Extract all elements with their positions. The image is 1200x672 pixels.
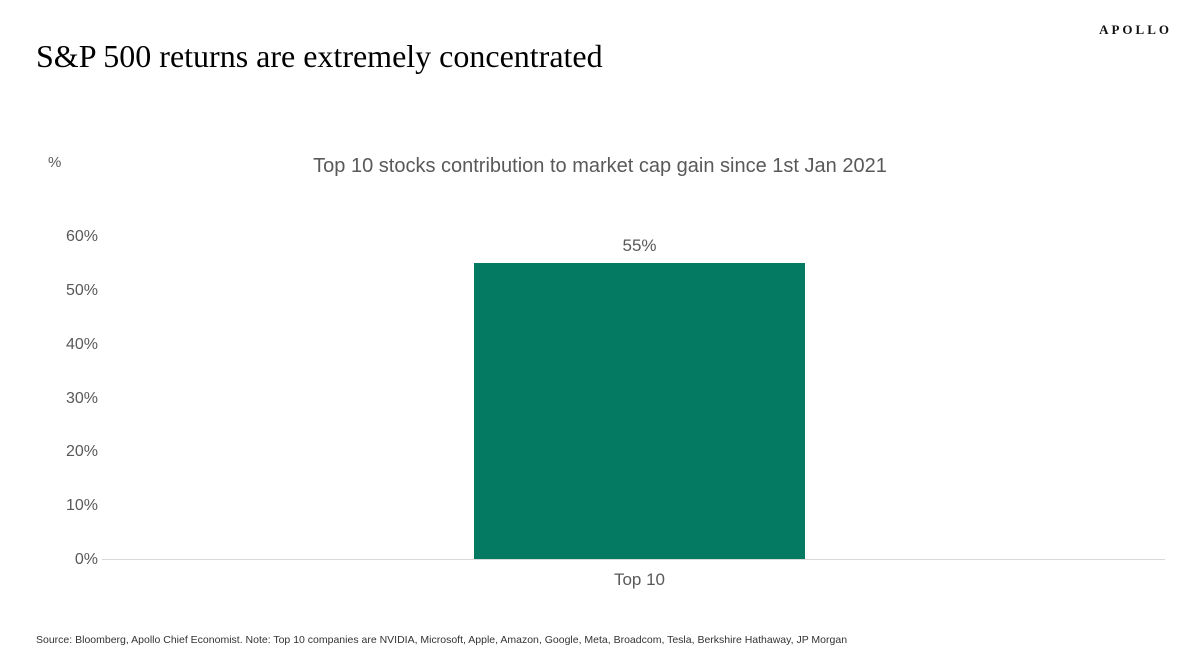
plot-area: 55% Top 10 (102, 236, 1165, 589)
page-title: S&P 500 returns are extremely concentrat… (36, 38, 603, 74)
x-axis-category-label: Top 10 (613, 570, 666, 589)
bar-top10 (474, 263, 805, 559)
bar-value-label: 55% (622, 236, 657, 255)
source-note: Source: Bloomberg, Apollo Chief Economis… (36, 634, 848, 646)
y-tick-label: 40% (65, 335, 98, 353)
y-tick-label: 30% (65, 389, 98, 407)
y-axis-labels: 60% 50% 40% 30% 20% 10% 0% (30, 228, 98, 568)
apollo-logo: APOLLO (1099, 22, 1172, 37)
y-tick-label: 10% (65, 497, 98, 515)
y-tick-label: 20% (65, 443, 98, 461)
y-tick-label: 50% (65, 281, 98, 299)
y-tick-label: 0% (74, 551, 98, 568)
y-axis-unit-label: % (48, 154, 62, 171)
y-tick-label: 60% (65, 228, 98, 245)
chart-title: Top 10 stocks contribution to market cap… (313, 155, 887, 177)
